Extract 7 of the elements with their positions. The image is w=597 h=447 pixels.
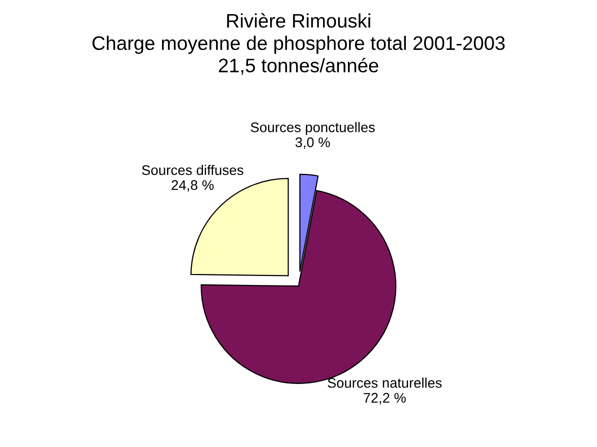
chart-title: Rivière Rimouski Charge moyenne de phosphore total 2001-2003 21,5 tonnes/année xyxy=(92,13,505,75)
slice-label: Sources naturelles xyxy=(328,378,442,388)
slice-label: Sources diffuses xyxy=(142,164,244,176)
slice-label: Sources ponctuelles xyxy=(250,122,375,135)
data-label: 72,2 % xyxy=(364,392,406,404)
data-label: 3,0 % xyxy=(295,137,330,149)
data-label: 24,8 % xyxy=(172,180,214,192)
